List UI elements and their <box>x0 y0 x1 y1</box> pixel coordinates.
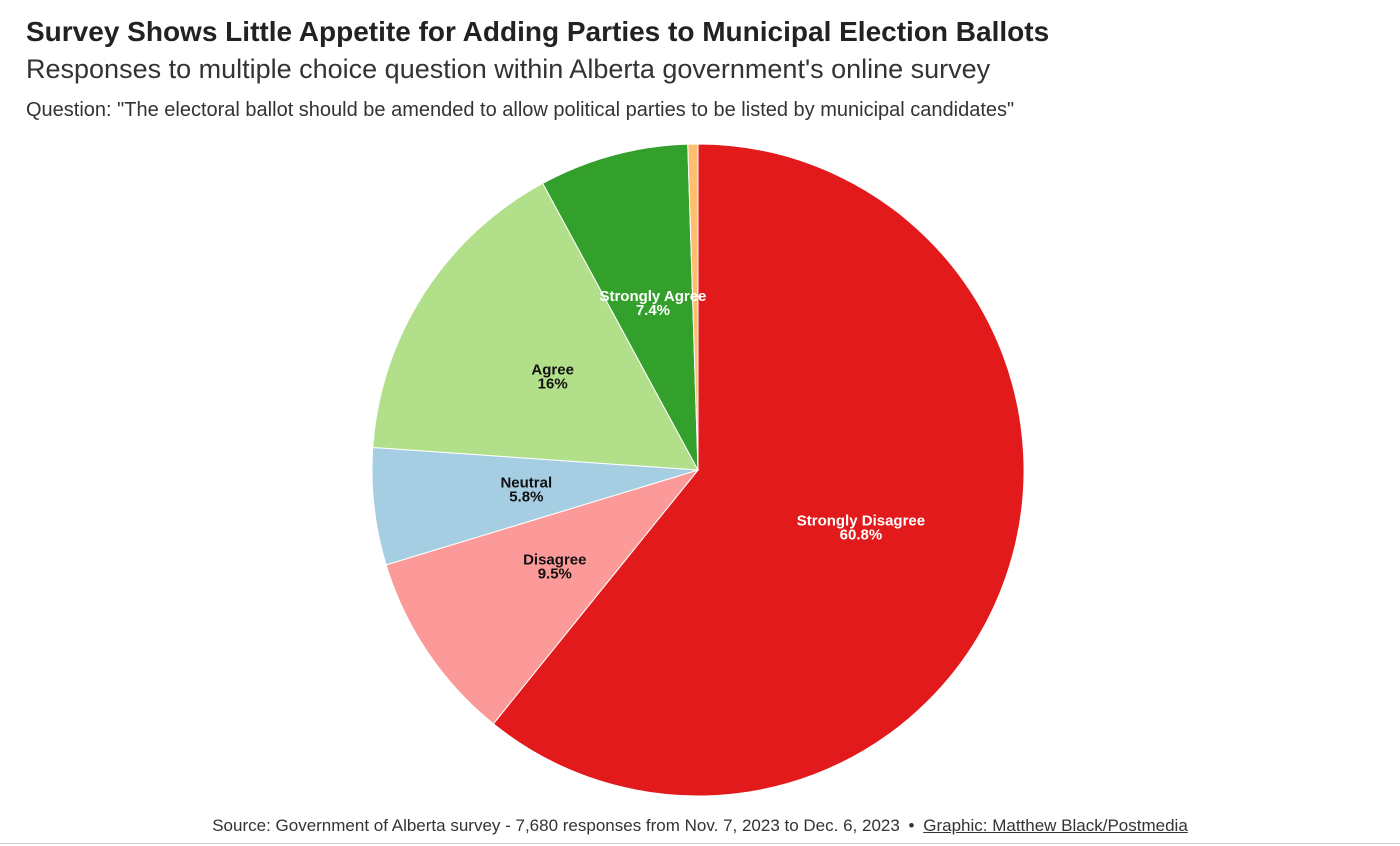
chart-footer: Source: Government of Alberta survey - 7… <box>0 816 1400 836</box>
slice-category-label: Strongly Disagree <box>797 513 925 530</box>
graphic-credit-link[interactable]: Graphic: Matthew Black/Postmedia <box>923 816 1188 835</box>
slice-value-label: 60.8% <box>840 527 883 544</box>
slice-label-strongly-agree: Strongly Agree 7.4% <box>599 288 706 319</box>
slice-category-label: Agree <box>531 362 574 379</box>
slice-value-label: 16% <box>538 376 568 393</box>
pie-labels: Strongly Disagree 60.8% Disagree 9.5% Neutra… <box>500 288 925 582</box>
slice-label-agree: Agree 16% <box>531 362 574 393</box>
pie-slice-agree[interactable] <box>372 182 699 471</box>
slice-label-strongly-disagree: Strongly Disagree 60.8% <box>797 513 925 544</box>
pie-slice-disagree[interactable] <box>385 469 700 725</box>
slice-label-neutral: Neutral 5.8% <box>500 474 552 505</box>
footer-separator: • <box>908 816 915 835</box>
slice-value-label: 9.5% <box>538 566 572 583</box>
slice-label-disagree: Disagree 9.5% <box>523 552 586 583</box>
pie-slice-other[interactable] <box>687 143 699 471</box>
slice-category-label: Disagree <box>523 552 586 569</box>
slice-value-label: 5.8% <box>509 488 543 505</box>
chart-title: Survey Shows Little Appetite for Adding … <box>26 16 1050 47</box>
slice-value-label: 7.4% <box>636 302 670 319</box>
slice-category-label: Strongly Agree <box>599 288 706 305</box>
pie-slice-strongly-disagree[interactable] <box>492 143 1025 797</box>
survey-question: Question: "The electoral ballot should b… <box>26 99 1015 121</box>
source-note: Source: Government of Alberta survey - 7… <box>212 816 900 835</box>
bottom-divider <box>0 843 1400 844</box>
slice-category-label: Neutral <box>500 474 552 491</box>
chart-subtitle: Responses to multiple choice question wi… <box>26 54 991 84</box>
pie-slices <box>371 143 1025 797</box>
pie-slice-strongly-agree[interactable] <box>542 143 699 471</box>
